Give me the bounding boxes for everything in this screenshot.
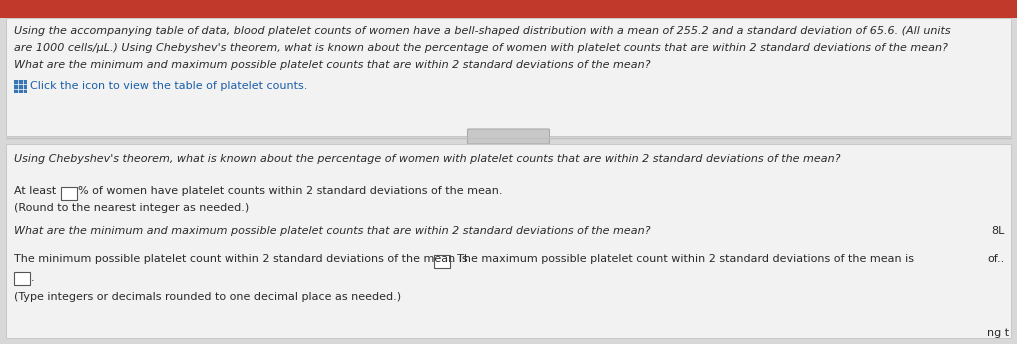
Bar [14, 272, 29, 285]
Bar [6, 144, 1011, 338]
Text: are 1000 cells/μL.) Using Chebyshev's theorem, what is known about the percentag: are 1000 cells/μL.) Using Chebyshev's th… [14, 43, 948, 53]
Text: of..: of.. [988, 254, 1005, 264]
Text: % of women have platelet counts within 2 standard deviations of the mean.: % of women have platelet counts within 2… [78, 186, 502, 196]
Text: At least: At least [14, 186, 60, 196]
Text: ng t: ng t [986, 328, 1009, 338]
Text: .: . [31, 273, 35, 283]
Bar [61, 187, 77, 200]
Text: (Type integers or decimals rounded to one decimal place as needed.): (Type integers or decimals rounded to on… [14, 292, 401, 302]
Text: Using the accompanying table of data, blood platelet counts of women have a bell: Using the accompanying table of data, bl… [14, 26, 951, 36]
Bar [6, 18, 1011, 136]
Text: (Round to the nearest integer as needed.): (Round to the nearest integer as needed.… [14, 203, 249, 213]
Bar [434, 255, 450, 268]
FancyBboxPatch shape [468, 129, 549, 144]
Bar [0, 0, 1017, 18]
Text: 8L: 8L [992, 226, 1005, 236]
Text: . The maximum possible platelet count within 2 standard deviations of the mean i: . The maximum possible platelet count wi… [450, 254, 914, 264]
Text: What are the minimum and maximum possible platelet counts that are within 2 stan: What are the minimum and maximum possibl… [14, 226, 651, 236]
Text: The minimum possible platelet count within 2 standard deviations of the mean is: The minimum possible platelet count with… [14, 254, 471, 264]
Text: Using Chebyshev's theorem, what is known about the percentage of women with plat: Using Chebyshev's theorem, what is known… [14, 154, 840, 164]
Text: What are the minimum and maximum possible platelet counts that are within 2 stan: What are the minimum and maximum possibl… [14, 60, 651, 70]
Text: Click the icon to view the table of platelet counts.: Click the icon to view the table of plat… [29, 81, 307, 91]
Bar [14, 80, 27, 93]
